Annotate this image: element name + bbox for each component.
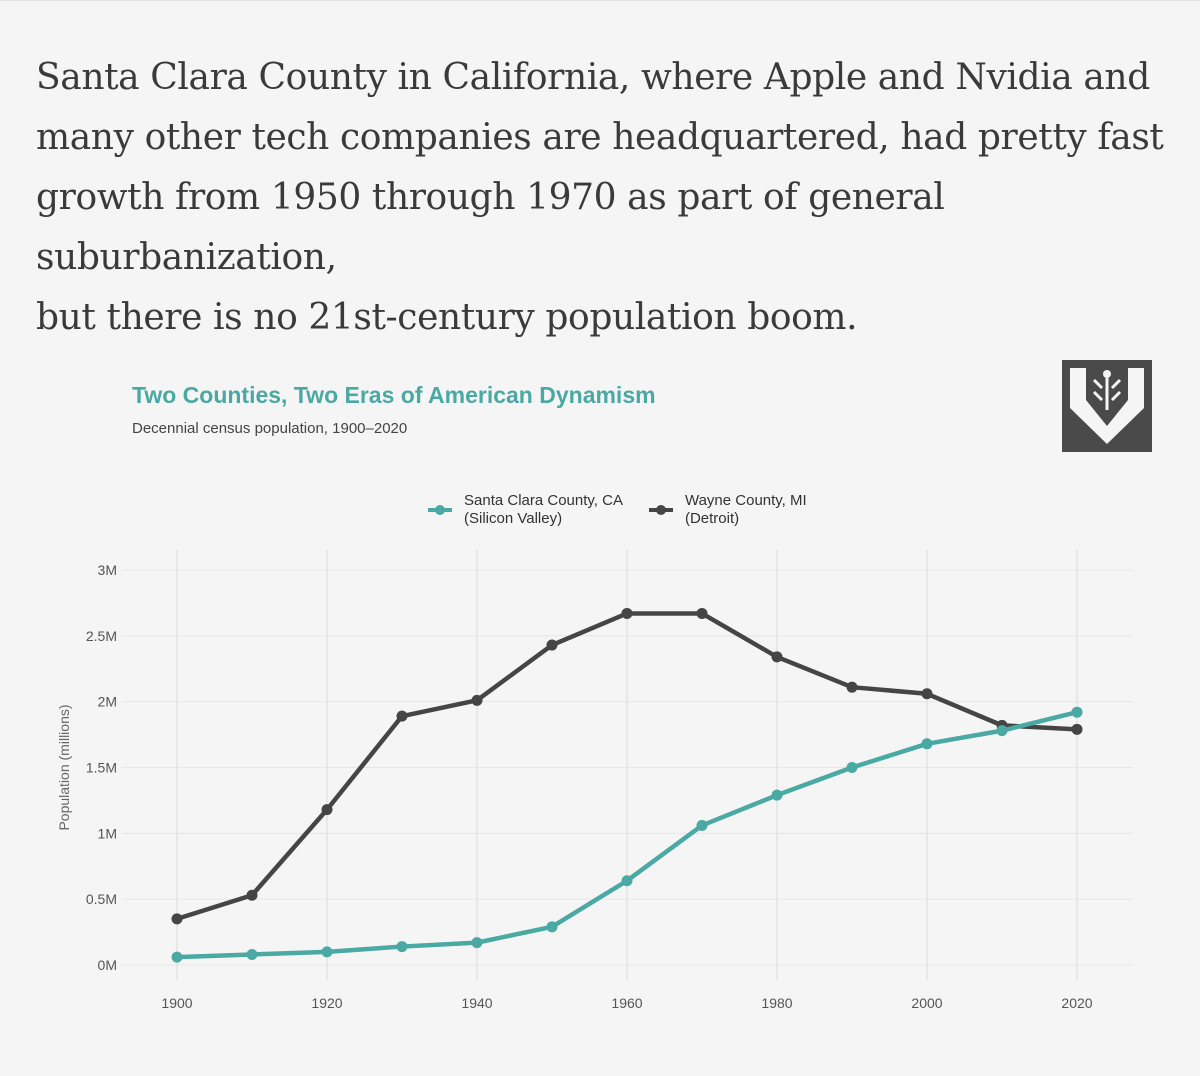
data-point-santa-clara xyxy=(996,725,1008,737)
data-point-wayne xyxy=(396,710,408,722)
data-point-santa-clara xyxy=(171,951,183,963)
y-tick-label: 2.5M xyxy=(86,628,117,644)
data-point-santa-clara xyxy=(546,921,558,933)
y-tick-label: 3M xyxy=(98,562,117,578)
data-point-wayne xyxy=(546,639,558,651)
data-point-santa-clara xyxy=(846,762,858,773)
x-tick-label: 1900 xyxy=(161,995,192,1011)
x-tick-label: 1980 xyxy=(761,995,792,1011)
logo-branch xyxy=(1110,378,1122,390)
line-chart: 0M 0.5M 1M 1.5M 2M 2.5M 3M 1900 1920 1940 1960 1980… xyxy=(56,550,1133,1011)
data-point-santa-clara xyxy=(321,946,333,958)
top-divider xyxy=(0,0,1200,1)
legend-label-line: Santa Clara County, CA xyxy=(464,492,623,509)
legend-item-santa-clara: Santa Clara County, CA (Silicon Valley) xyxy=(428,492,623,528)
y-tick-label: 2M xyxy=(98,694,117,710)
brand-logo-icon xyxy=(1062,360,1152,452)
data-point-wayne xyxy=(696,607,708,619)
data-point-wayne xyxy=(471,694,483,706)
legend-label-line: Wayne County, MI xyxy=(684,492,807,509)
data-point-santa-clara xyxy=(696,819,708,831)
data-point-santa-clara xyxy=(771,789,783,801)
data-point-wayne xyxy=(246,889,258,901)
chart-title: Two Counties, Two Eras of American Dynam… xyxy=(132,382,656,408)
y-axis-title: Population (millions) xyxy=(56,704,72,830)
legend-label-line: (Detroit) xyxy=(684,510,740,527)
legend-key-wayne xyxy=(648,505,673,515)
x-tick-label: 1920 xyxy=(311,995,342,1011)
y-tick-label: 0.5M xyxy=(86,891,117,907)
legend-label-santa-clara: Santa Clara County, CA (Silicon Valley) xyxy=(464,492,623,528)
y-tick-label: 1.5M xyxy=(86,760,117,776)
data-point-santa-clara xyxy=(471,937,483,949)
data-point-santa-clara xyxy=(921,738,933,750)
intro-line: growth from 1950 through 1970 as part of… xyxy=(36,177,945,278)
logo-branch xyxy=(1092,378,1104,390)
legend-label-wayne: Wayne County, MI (Detroit) xyxy=(685,492,807,528)
data-point-santa-clara xyxy=(1071,706,1083,718)
logo-branch xyxy=(1110,390,1122,402)
logo-branch xyxy=(1092,390,1104,402)
intro-line: many other tech companies are headquarte… xyxy=(36,117,1164,158)
data-point-santa-clara xyxy=(246,948,258,960)
chart-subtitle: Decennial census population, 1900–2020 xyxy=(132,420,408,437)
logo-cutout xyxy=(1070,368,1144,444)
data-point-wayne xyxy=(846,681,858,693)
data-point-wayne xyxy=(621,607,633,619)
intro-line: but there is no 21st-century population … xyxy=(36,297,858,338)
y-tick-label: 0M xyxy=(98,957,117,973)
chart-card: Two Counties, Two Eras of American Dynam… xyxy=(36,340,1166,1040)
x-tick-label: 1960 xyxy=(611,995,642,1011)
x-tick-label: 2000 xyxy=(911,995,942,1011)
legend-label-line: (Silicon Valley) xyxy=(464,510,563,527)
data-point-santa-clara xyxy=(396,941,408,953)
intro-paragraph: Santa Clara County in California, where … xyxy=(36,48,1176,348)
data-point-wayne xyxy=(1071,723,1083,735)
data-point-wayne xyxy=(771,651,783,663)
logo-node xyxy=(1103,370,1111,378)
legend-key-santa-clara xyxy=(428,505,452,515)
data-point-wayne xyxy=(321,804,333,816)
data-point-wayne xyxy=(921,688,933,700)
data-point-wayne xyxy=(171,913,183,925)
legend-item-wayne: Wayne County, MI (Detroit) xyxy=(648,492,807,528)
data-point-santa-clara xyxy=(621,875,633,887)
x-tick-label: 1940 xyxy=(461,995,492,1011)
y-tick-label: 1M xyxy=(98,825,117,841)
x-tick-label: 2020 xyxy=(1061,995,1092,1011)
chart-legend: Santa Clara County, CA (Silicon Valley) … xyxy=(428,492,807,528)
intro-line: Santa Clara County in California, where … xyxy=(36,57,1150,98)
